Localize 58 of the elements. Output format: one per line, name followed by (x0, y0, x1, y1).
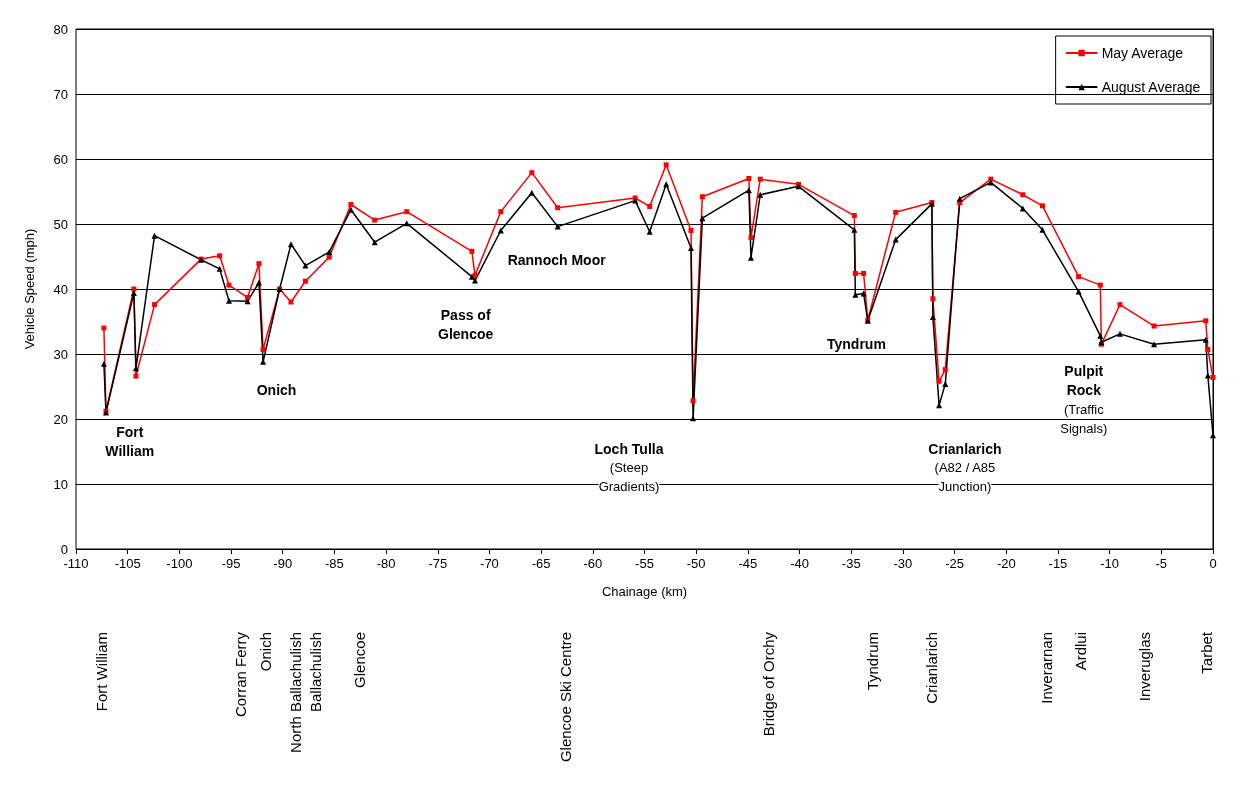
text: Bridge of Orchy (760, 631, 778, 737)
text: Ballachulish (307, 632, 325, 713)
y-tick-label: 0 (60, 541, 68, 557)
x-tick-label: -70 (480, 556, 499, 571)
y-tick-label: 60 (53, 151, 68, 167)
annotation: Pulpit Rock (Traffic Signals) (1060, 363, 1108, 436)
y-tick-label: 50 (53, 216, 68, 232)
x-tick-label: -90 (273, 556, 293, 571)
text: Corran Ferry (231, 631, 249, 718)
annotation: Onich (256, 381, 297, 398)
x-tick-label: -30 (893, 556, 913, 571)
x-tick-label: -35 (841, 556, 861, 571)
y-tick-label: 70 (53, 86, 68, 102)
x-tick-label: -60 (583, 556, 603, 571)
x-tick-label: -20 (996, 556, 1016, 571)
x-tick-label: -85 (325, 556, 344, 571)
x-tick-label: -50 (686, 556, 706, 571)
text: North Ballachulish (286, 632, 304, 753)
x-tick-label: -105 (114, 556, 141, 571)
legend-label: May Average (1101, 45, 1184, 61)
y-tick-label: 10 (53, 476, 68, 492)
y-tick-label: 20 (53, 411, 68, 427)
annotation: Loch Tulla (Steep Gradients) (594, 440, 664, 495)
annotation: Crianlarich (A82 / A85 Junction) (928, 440, 1002, 495)
x-tick-label: 0 (1209, 556, 1217, 571)
x-tick-label: -100 (166, 556, 193, 571)
text: Inveruglas (1136, 632, 1154, 702)
legend-label: August Average (1101, 79, 1201, 95)
annotation: Rannoch Moor (507, 251, 607, 268)
x-axis-title: Chainage (km) (601, 584, 688, 599)
x-tick-label: -45 (738, 556, 758, 571)
x-tick-label: -5 (1155, 556, 1168, 571)
text: Tyndrum (864, 632, 882, 691)
text: Onich (256, 632, 274, 672)
x-tick-label: -25 (945, 556, 964, 571)
x-tick-label: -10 (1100, 556, 1120, 571)
x-tick-label: -110 (63, 556, 89, 571)
text: Crianlarich (923, 632, 941, 704)
text: Fort William (93, 632, 111, 712)
y-axis-title: Vehicle Speed (mph) (22, 228, 37, 350)
text: Inverarnan (1038, 632, 1056, 704)
y-tick-label: 30 (53, 346, 68, 362)
text: Tarbet (1198, 631, 1216, 674)
x-tick-label: -40 (790, 556, 809, 571)
x-tick-label: -80 (376, 556, 396, 571)
x-tick-label: -15 (1048, 556, 1068, 571)
annotation: Fort William (105, 424, 155, 460)
x-tick-label: -55 (635, 556, 654, 571)
y-tick-label: 80 (53, 21, 68, 37)
text: Glencoe (350, 632, 368, 688)
annotation: Pass of Glencoe (438, 307, 494, 343)
x-tick-label: -65 (531, 556, 551, 571)
y-tick-label: 40 (53, 281, 68, 297)
x-tick-label: -75 (428, 556, 448, 571)
annotation: Tyndrum (826, 336, 886, 353)
text: Ardlui (1072, 632, 1090, 671)
x-tick-label: -95 (221, 556, 241, 571)
text: Glencoe Ski Centre (557, 632, 575, 763)
